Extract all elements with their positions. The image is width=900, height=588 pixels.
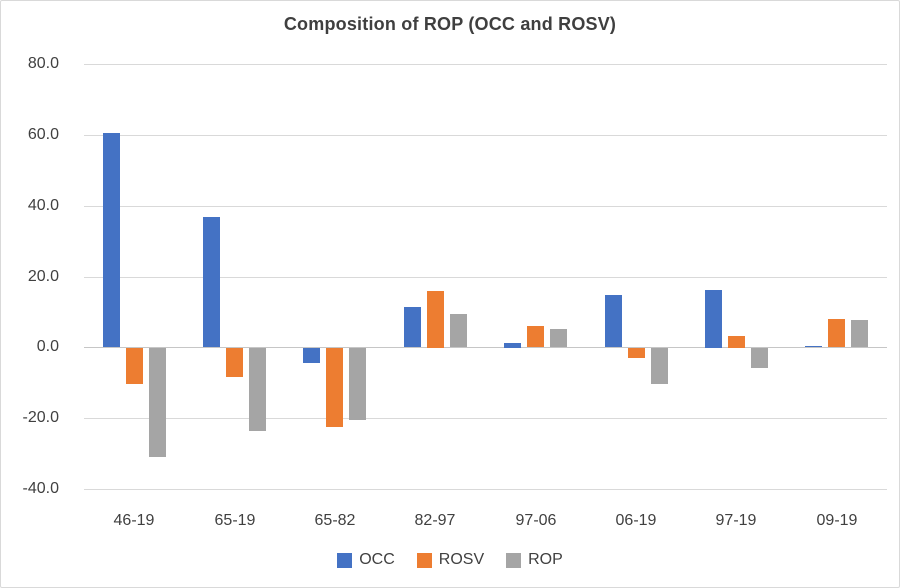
bar-rosv-97-06 (527, 326, 544, 347)
bar-occ-65-82 (303, 348, 320, 363)
x-axis-tick-label-46-19: 46-19 (113, 512, 155, 529)
legend-swatch-rosv (416, 552, 432, 568)
gridline--20 (84, 418, 887, 419)
legend-swatch-rop (506, 552, 522, 568)
gridline-80 (84, 64, 887, 65)
bar-rosv-09-19 (828, 319, 845, 347)
zero-gridline (84, 347, 887, 348)
bar-rosv-82-97 (427, 291, 444, 348)
bar-occ-06-19 (605, 295, 622, 347)
legend-label-rosv: ROSV (438, 551, 485, 568)
y-axis-tick-label: 80.0 (27, 55, 59, 72)
chart-title: Composition of ROP (OCC and ROSV) (283, 14, 617, 34)
bar-occ-82-97 (404, 307, 421, 347)
gridline-40 (84, 206, 887, 207)
bar-rop-09-19 (851, 320, 868, 347)
y-axis-tick-label: 0.0 (36, 338, 59, 355)
bar-rop-65-82 (349, 348, 366, 420)
x-axis-tick-label-65-82: 65-82 (314, 512, 356, 529)
legend-label-rop: ROP (528, 551, 563, 568)
bar-occ-09-19 (805, 346, 822, 347)
gridline-20 (84, 277, 887, 278)
x-axis-tick-label-97-19: 97-19 (715, 512, 757, 529)
bar-occ-97-19 (705, 290, 722, 348)
legend-item-occ: OCC (337, 551, 395, 569)
bar-rop-82-97 (450, 314, 467, 347)
bar-occ-46-19 (103, 133, 120, 347)
bar-rosv-06-19 (628, 348, 645, 358)
bar-rop-65-19 (249, 348, 266, 431)
x-axis-tick-label-09-19: 09-19 (816, 512, 858, 529)
gridline--40 (84, 489, 887, 490)
bar-rop-97-19 (751, 348, 768, 368)
y-axis-tick-label: -20.0 (22, 409, 59, 426)
bar-occ-65-19 (203, 217, 220, 347)
y-axis-tick-label: -40.0 (22, 480, 59, 497)
legend-label-occ: OCC (359, 551, 395, 568)
gridline-60 (84, 135, 887, 136)
bar-rosv-65-82 (326, 348, 343, 427)
bar-rop-46-19 (149, 348, 166, 457)
y-axis-tick-label: 60.0 (27, 126, 59, 143)
bar-rosv-97-19 (728, 336, 745, 348)
x-axis-tick-label-97-06: 97-06 (515, 512, 557, 529)
y-axis-tick-label: 40.0 (27, 197, 59, 214)
legend-item-rop: ROP (506, 551, 563, 569)
y-axis-tick-label: 20.0 (27, 268, 59, 285)
bar-rop-97-06 (550, 329, 567, 347)
bar-rosv-46-19 (126, 348, 143, 384)
bar-rop-06-19 (651, 348, 668, 384)
x-axis-tick-label-65-19: 65-19 (214, 512, 256, 529)
legend-swatch-occ (337, 552, 353, 568)
x-axis-tick-label-82-97: 82-97 (414, 512, 456, 529)
bar-rosv-65-19 (226, 348, 243, 377)
x-axis-tick-label-06-19: 06-19 (615, 512, 657, 529)
legend: OCC ROSV ROP (1, 549, 899, 571)
legend-item-rosv: ROSV (416, 551, 485, 569)
bar-occ-97-06 (504, 343, 521, 348)
